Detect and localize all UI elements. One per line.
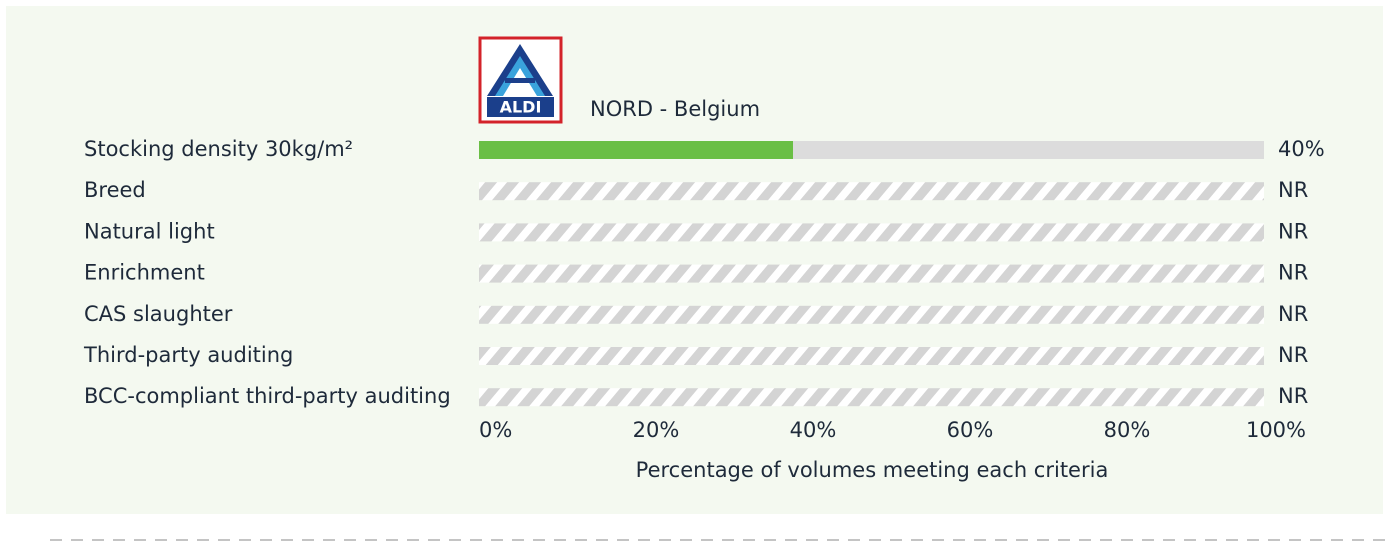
value-label: NR xyxy=(1278,178,1308,202)
nr-hatch xyxy=(479,223,1264,242)
x-tick-label: 60% xyxy=(947,418,994,442)
category-label: Stocking density 30kg/m² xyxy=(84,137,353,161)
nr-hatch xyxy=(479,264,1264,283)
category-label: Natural light xyxy=(84,219,215,243)
value-label: NR xyxy=(1278,219,1308,243)
category-label: Third-party auditing xyxy=(83,343,293,367)
value-label: NR xyxy=(1278,302,1308,326)
logo-text: ALDI xyxy=(500,98,542,117)
x-tick-label: 100% xyxy=(1246,418,1306,442)
value-label: NR xyxy=(1278,261,1308,285)
nr-hatch xyxy=(479,305,1264,324)
x-axis-label: Percentage of volumes meeting each crite… xyxy=(636,458,1109,482)
nr-hatch xyxy=(479,182,1264,201)
value-label: 40% xyxy=(1278,137,1325,161)
category-label: CAS slaughter xyxy=(84,302,233,326)
x-tick-label: 0% xyxy=(479,418,512,442)
x-tick-label: 20% xyxy=(633,418,680,442)
panel xyxy=(6,6,1383,514)
subtitle: NORD - Belgium xyxy=(590,97,760,121)
category-label: Enrichment xyxy=(84,261,205,285)
category-label: Breed xyxy=(84,178,146,202)
nr-hatch xyxy=(479,347,1264,365)
value-label: NR xyxy=(1278,343,1308,367)
bar xyxy=(479,141,793,159)
value-label: NR xyxy=(1278,384,1308,408)
nr-hatch xyxy=(479,388,1264,407)
category-label: BCC-compliant third-party auditing xyxy=(84,384,451,408)
x-tick-label: 40% xyxy=(790,418,837,442)
x-tick-label: 80% xyxy=(1104,418,1151,442)
logo: ALDI xyxy=(478,36,563,124)
